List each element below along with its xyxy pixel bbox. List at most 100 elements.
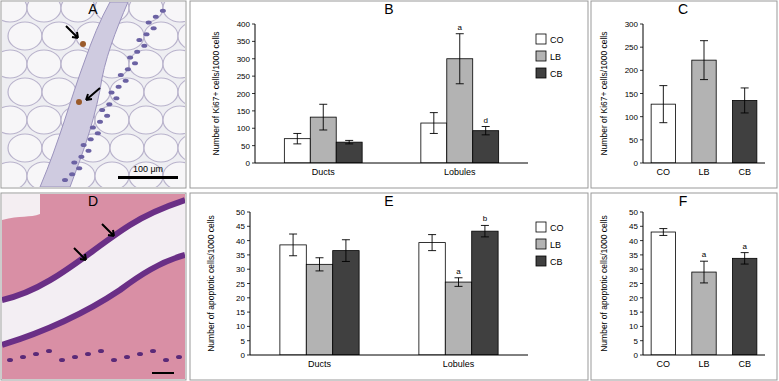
nucleus <box>95 131 101 135</box>
y-tick-label: 400 <box>237 20 251 29</box>
x-axis <box>250 355 528 356</box>
fat-cell <box>95 162 129 187</box>
nucleus <box>72 355 78 359</box>
plot-marks <box>280 225 498 355</box>
nucleus <box>104 114 110 118</box>
fat-cell <box>42 22 76 50</box>
fat-cell <box>110 134 144 162</box>
scale-bar <box>152 372 174 374</box>
error-bar <box>741 253 749 264</box>
panel-frame <box>591 193 777 380</box>
significance-letter: b <box>483 214 488 223</box>
nucleus <box>118 73 124 77</box>
fat-cell <box>110 78 144 106</box>
panel-letter: B <box>384 1 393 17</box>
plot-marks <box>651 41 757 163</box>
legend-swatch <box>536 222 546 232</box>
y-axis-label: Number of apoptotic cells/1000 cells <box>599 215 609 352</box>
nucleus <box>160 9 166 13</box>
micrograph-d <box>2 194 185 379</box>
nucleus <box>127 56 133 60</box>
nucleus <box>125 67 131 71</box>
fat-cell <box>163 106 185 134</box>
x-tick-label: CO <box>657 167 671 177</box>
fat-cell <box>95 106 129 134</box>
fat-cell <box>144 22 178 50</box>
bar <box>336 142 362 163</box>
fat-cell <box>27 2 61 22</box>
nucleus <box>163 358 169 362</box>
nucleus <box>109 91 115 95</box>
nucleus <box>144 32 150 36</box>
y-tick-label: 50 <box>241 142 250 151</box>
legend: CO LB CB <box>536 34 564 79</box>
bar <box>306 264 332 355</box>
y-tick-label: 100 <box>625 113 639 122</box>
x-tick-label: LB <box>698 167 709 177</box>
error-bar <box>482 127 490 135</box>
fat-cell <box>8 78 42 106</box>
y-tick-label: 15 <box>236 308 245 317</box>
significance-letter: a <box>702 250 707 259</box>
nucleus <box>76 166 82 170</box>
epithelium <box>2 200 185 300</box>
legend-label: CO <box>550 35 564 45</box>
significance-letter: a <box>456 267 461 276</box>
nucleus <box>146 21 152 25</box>
y-tick-label: 0 <box>634 159 639 168</box>
nucleus <box>90 126 96 130</box>
fat-cell <box>163 2 185 22</box>
nucleus <box>151 26 157 30</box>
y-tick-label: 50 <box>629 136 638 145</box>
nucleus <box>153 15 159 19</box>
bar <box>473 131 499 163</box>
panel-letter: C <box>678 1 688 17</box>
error-bar <box>316 258 324 271</box>
y-tick-label: 5 <box>634 337 639 346</box>
x-tick-label: LB <box>698 359 709 369</box>
nucleus <box>46 349 52 353</box>
stained-nucleus <box>76 99 82 105</box>
legend-swatch <box>536 51 546 61</box>
nucleus <box>20 355 26 359</box>
panel-letter: D <box>88 193 98 209</box>
nucleus <box>137 352 143 356</box>
bar <box>280 245 306 355</box>
x-axis <box>255 163 528 164</box>
micrograph-a <box>2 2 185 187</box>
panel-letter: F <box>679 193 688 209</box>
legend-label: LB <box>550 52 561 62</box>
nucleus <box>69 172 75 176</box>
nucleus <box>81 143 87 147</box>
y-tick-label: 50 <box>236 208 245 217</box>
nucleus <box>59 358 65 362</box>
nucleus <box>176 355 182 359</box>
y-tick-label: 40 <box>236 237 245 246</box>
nucleus <box>86 149 92 153</box>
x-tick-label: CB <box>738 359 751 369</box>
x-tick-label: Ducts <box>308 359 332 369</box>
legend-label: LB <box>550 240 561 250</box>
error-bar <box>428 235 436 251</box>
panel-frame <box>190 1 588 188</box>
error-bar <box>700 41 708 80</box>
y-axis <box>643 212 644 355</box>
y-tick-label: 150 <box>625 90 639 99</box>
scale-label: 100 μm <box>133 164 163 174</box>
fat-cell <box>2 106 27 134</box>
fat-cell <box>2 162 27 187</box>
nucleus <box>71 161 77 165</box>
y-tick-label: 25 <box>629 280 638 289</box>
nucleus <box>106 102 112 106</box>
y-tick-label: 250 <box>625 43 639 52</box>
legend-label: CB <box>550 69 563 79</box>
y-tick-label: 350 <box>237 37 251 46</box>
nucleus <box>136 38 142 42</box>
bar <box>419 243 445 355</box>
tissue-bg <box>2 194 185 379</box>
fat-cell <box>163 50 185 78</box>
y-tick-label: 45 <box>236 222 245 231</box>
y-tick-label: 15 <box>629 308 638 317</box>
nucleus <box>116 85 122 89</box>
y-tick-label: 10 <box>236 322 245 331</box>
